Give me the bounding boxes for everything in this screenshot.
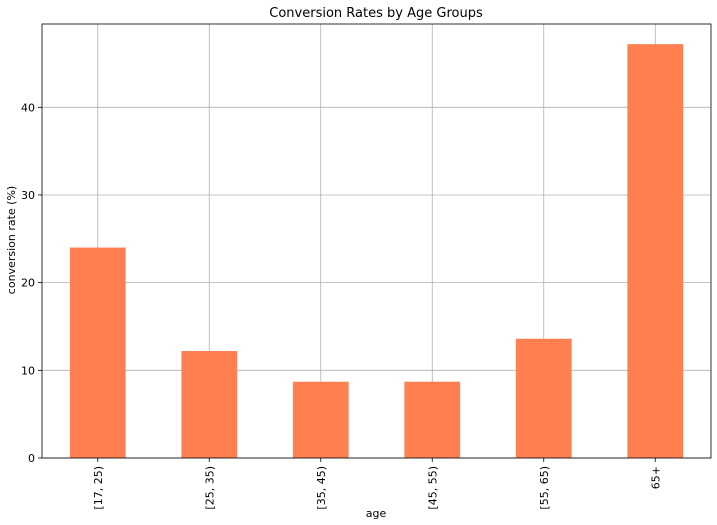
axes-layer: 0 10 20 30 40 [17, 25) [25, 35) [35, 45) [45, 55…: [21, 23, 712, 510]
x-tick-label: [55, 65): [538, 466, 551, 510]
bar-3: [404, 381, 461, 458]
bars-layer: [69, 44, 684, 459]
grid-layer: [42, 24, 711, 459]
x-tick-label: [17, 25): [92, 466, 105, 510]
x-tick-label: 65+: [649, 466, 662, 489]
x-tick-label: [45, 55): [426, 466, 439, 510]
x-tick-label: [25, 35): [203, 466, 216, 510]
bar-5: [627, 44, 684, 459]
y-tick-label: 20: [21, 277, 35, 290]
y-tick-label: 10: [21, 364, 35, 377]
y-tick-label: 40: [21, 101, 35, 114]
y-axis-label: conversion rate (%): [5, 186, 18, 294]
bar-0: [69, 247, 126, 458]
x-tick-label: [35, 45): [315, 466, 328, 510]
bar-2: [292, 381, 349, 458]
bar-4: [515, 338, 572, 458]
plot-frame: [41, 23, 712, 459]
bar-1: [181, 351, 238, 458]
chart-title: Conversion Rates by Age Groups: [269, 6, 483, 21]
y-tick-label: 0: [28, 452, 35, 465]
x-axis-label: age: [366, 507, 387, 520]
y-tick-label: 30: [21, 189, 35, 202]
